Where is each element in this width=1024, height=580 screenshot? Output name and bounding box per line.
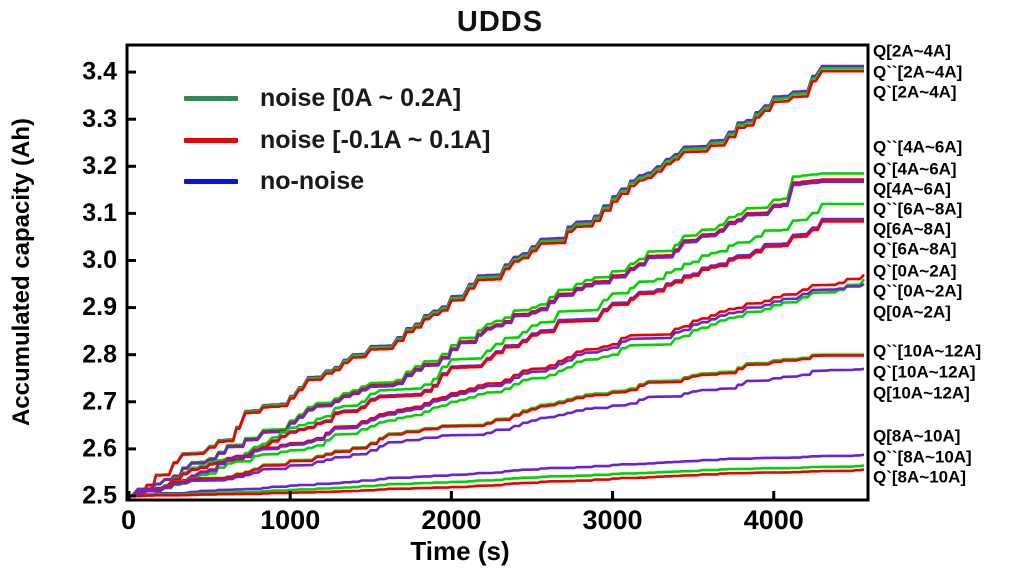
y-tick-label: 2.5 [82,482,117,510]
curve-label-q-2a-4a-: Q[2A~4A] [873,41,951,60]
y-tick-label: 2.7 [82,387,117,415]
curve-label-q-8a-10a-: Q[8A~10A] [873,426,960,445]
legend-item-no-noise: no-noise [184,167,364,196]
curve-label-q-10a-12a-: Q`[10A~12A] [873,362,976,381]
curve-label-q-0a-2a-: Q[0A~2A] [873,302,951,321]
curve-q-6a-8a- [129,202,864,498]
curve-label-q-6a-8a-: Q`[6A~8A] [873,239,957,258]
y-tick-label: 3.4 [82,58,117,86]
x-axis-title: Time (s) [410,536,510,566]
curve-label-q-8a-10a-: Q`[8A~10A] [873,467,966,486]
curve-q-0a-2a- [129,282,865,498]
curve-label-q-0a-2a-: Q`[0A~2A] [873,261,957,280]
x-tick-label: 3000 [583,505,643,535]
curve-q-4a-6a- [129,180,864,498]
curve-label-q-4a-6a-: Q``[4A~6A] [873,137,962,156]
curve-q-6a-8a- [129,217,864,498]
curve-q-2a-4a- [129,69,864,498]
curve-q-10a-12a- [129,354,864,498]
y-axis-title: Accumulated capacity (Ah) [8,117,35,427]
curve-q-10a-12a- [129,367,865,498]
curve-label-q-2a-4a-: Q`[2A~4A] [873,82,957,101]
curve-label-q-10a-12a-: Q[10A~12A] [873,383,970,402]
curve-label-q-10a-12a-: Q``[10A~12A] [873,341,981,360]
legend-swatch-green [184,96,238,101]
y-tick-label: 3.1 [82,199,117,227]
axes-box [125,43,870,502]
x-tick-label: 1000 [260,505,320,535]
x-tick-label: 4000 [744,505,804,535]
curve-label-q-8a-10a-: Q``[8A~10A] [873,447,972,466]
curve-q-8a-10a- [129,467,865,498]
y-tick-label: 2.8 [82,340,117,368]
chart-title: UDDS [456,6,544,38]
x-tick-label: 2000 [421,505,481,535]
curve-q-8a-10a- [129,464,865,498]
curve-label-q-4a-6a-: Q[4A~6A] [873,179,951,198]
curve-label-q-6a-8a-: Q``[6A~8A] [873,199,962,218]
curve-label-q-2a-4a-: Q``[2A~4A] [873,62,962,81]
legend-item-noise-m01-01: noise [-0.1A ~ 0.1A] [184,126,490,155]
curve-label-q-6a-8a-: Q[6A~8A] [873,219,951,238]
y-tick-label: 3.3 [82,105,117,133]
y-tick-label: 3.2 [82,152,117,180]
legend-label: no-noise [260,167,365,195]
y-tick-label: 2.9 [82,293,117,321]
curve-q-4a-6a- [129,178,864,498]
curve-q-8a-10a- [129,453,865,498]
legend-swatch-blue [184,179,238,184]
legend-swatch-red [184,138,238,143]
curve-label-q-0a-2a-: Q``[0A~2A] [873,281,962,300]
y-tick-label: 2.6 [82,435,117,463]
x-tick-label: 0 [121,505,136,535]
curve-q-0a-2a- [129,278,866,498]
legend-item-noise-0-02: noise [0A ~ 0.2A] [184,84,461,113]
curve-label-q-4a-6a-: Q`[4A~6A] [873,159,957,178]
legend-label: noise [-0.1A ~ 0.1A] [260,126,491,154]
legend-label: noise [0A ~ 0.2A] [260,84,462,112]
y-tick-label: 3.0 [82,246,117,274]
